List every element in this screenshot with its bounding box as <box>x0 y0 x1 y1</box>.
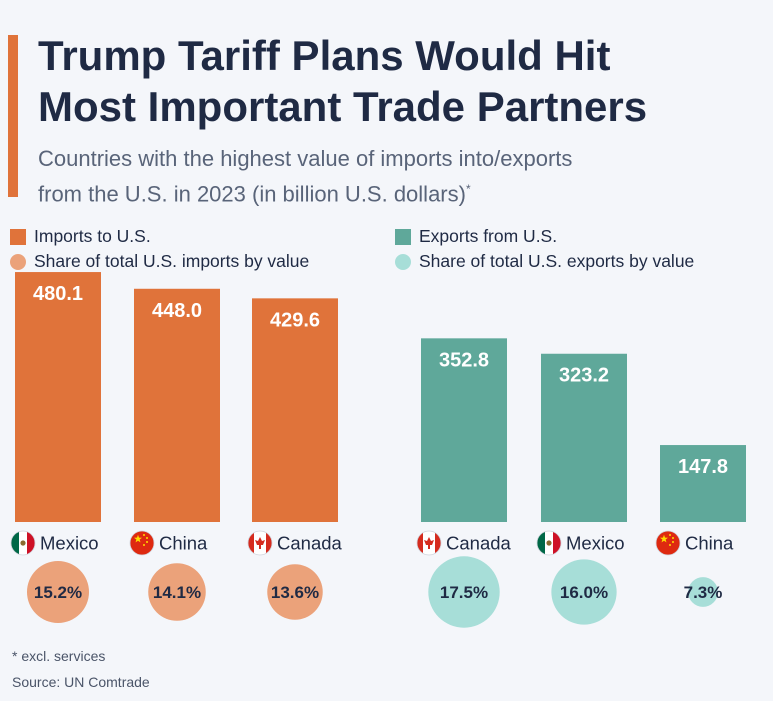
china-flag-icon-0-1-ring <box>129 530 155 556</box>
imports-value-label: 480.1 <box>33 283 83 305</box>
imports-share-label: 14.1% <box>153 583 201 602</box>
exports-country-label: Canada <box>446 533 512 554</box>
exports-bar-mexico <box>541 353 627 522</box>
canada-flag-icon-0-2 <box>248 531 272 555</box>
imports-group-mexico: 480.1 Mexico 15.2% <box>10 272 101 624</box>
china-flag-small-star <box>669 534 671 536</box>
china-flag-small-star <box>672 537 674 539</box>
china-flag-small-star <box>143 534 145 536</box>
mexico-flag-emblem <box>546 540 552 546</box>
legend-exports-share-label: Share of total U.S. exports by value <box>419 251 695 271</box>
legend-item-imports: Imports to U.S. <box>10 224 309 249</box>
title-line-2: Most Important Trade Partners <box>38 83 648 130</box>
mexico-flag-icon-0-0-ring <box>10 530 36 556</box>
exports-group-canada: 352.8 Canada 17.5% <box>416 338 512 628</box>
imports-share-circle <box>148 563 206 621</box>
exports-share-circle <box>551 559 617 625</box>
mexico-flag-green <box>537 531 545 555</box>
title-line-1: Trump Tariff Plans Would Hit <box>38 32 611 79</box>
imports-share-swatch <box>10 253 26 270</box>
canada-flag-icon-1-0-ring <box>416 530 442 556</box>
accent-bar <box>8 35 18 197</box>
legend-imports-share-label: Share of total U.S. imports by value <box>34 251 310 271</box>
mexico-flag-icon-1-1 <box>537 531 561 555</box>
canada-flag-right-band <box>435 531 441 555</box>
exports-share-swatch <box>395 253 411 270</box>
canada-flag-icon-0-2-ring <box>247 530 273 556</box>
subtitle-line-1: Countries with the highest value of impo… <box>38 146 573 171</box>
imports-swatch <box>10 228 26 245</box>
imports-group-china: 448.0 China 14.1% <box>129 288 220 621</box>
imports-value-label: 429.6 <box>270 309 320 331</box>
imports-country-label: Mexico <box>40 533 99 554</box>
imports-share-label: 13.6% <box>271 583 319 602</box>
imports-group-canada: 429.6 Canada 13.6% <box>247 298 343 620</box>
exports-share-label: 17.5% <box>440 583 488 602</box>
imports-bar-china <box>134 288 220 522</box>
imports-share-circle <box>26 560 90 624</box>
china-flag-small-star <box>146 541 148 543</box>
legend-imports-label: Imports to U.S. <box>34 226 151 246</box>
china-flag-small-star <box>146 537 148 539</box>
imports-country-label: Canada <box>277 533 343 554</box>
exports-country-label: Mexico <box>566 533 625 554</box>
canada-flag-leaf <box>255 537 265 549</box>
legend-exports-label: Exports from U.S. <box>419 226 558 246</box>
canada-flag-left-band <box>248 531 254 555</box>
canada-flag-icon-1-0 <box>417 531 441 555</box>
imports-country-label: China <box>159 533 208 554</box>
subtitle-line-2-text: from the U.S. in 2023 (in billion U.S. d… <box>38 181 466 207</box>
china-flag-icon-1-2 <box>656 531 680 555</box>
mexico-flag-green <box>11 531 19 555</box>
china-flag-icon-1-2-ring <box>655 530 681 556</box>
chart-title: Trump Tariff Plans Would Hit Most Import… <box>38 30 763 132</box>
imports-share-circle <box>267 564 323 620</box>
imports-bar-mexico <box>15 272 101 522</box>
exports-share-label: 7.3% <box>684 583 723 602</box>
imports-bar-canada <box>252 298 338 522</box>
exports-value-label: 323.2 <box>559 365 609 387</box>
exports-country-label: China <box>685 533 734 554</box>
mexico-flag-red <box>553 531 561 555</box>
source: Source: UN Comtrade <box>12 674 150 690</box>
china-flag-star <box>660 534 668 543</box>
mexico-flag-icon-0-0 <box>11 531 35 555</box>
china-flag-small-star <box>143 544 145 546</box>
china-flag-field <box>656 531 680 555</box>
china-flag-small-star <box>672 541 674 543</box>
exports-swatch <box>395 228 411 245</box>
legend-item-imports-share: Share of total U.S. imports by value <box>10 249 309 274</box>
legend-item-exports: Exports from U.S. <box>395 224 694 249</box>
exports-group-china: 147.8 China 7.3% <box>655 445 746 607</box>
china-flag-small-star <box>669 544 671 546</box>
exports-share-label: 16.0% <box>560 583 608 602</box>
imports-share-label: 15.2% <box>34 583 82 602</box>
china-flag-icon-0-1 <box>130 531 154 555</box>
legend-item-exports-share: Share of total U.S. exports by value <box>395 249 694 274</box>
canada-flag-left-band <box>417 531 423 555</box>
mexico-flag-icon-1-1-ring <box>536 530 562 556</box>
canada-flag-leaf <box>424 537 434 549</box>
exports-bar-canada <box>421 338 507 522</box>
canada-flag-right-band <box>266 531 272 555</box>
imports-value-label: 448.0 <box>152 300 202 322</box>
exports-group-mexico: 323.2 Mexico 16.0% <box>536 353 627 625</box>
exports-legend: Exports from U.S. Share of total U.S. ex… <box>395 224 694 274</box>
imports-legend: Imports to U.S. Share of total U.S. impo… <box>10 224 309 274</box>
exports-value-label: 352.8 <box>439 349 489 371</box>
mexico-flag-red <box>27 531 35 555</box>
china-flag-star <box>134 534 142 543</box>
subtitle-line-2: from the U.S. in 2023 (in billion U.S. d… <box>38 174 758 209</box>
trade-bar-charts: 480.1 Mexico 15.2% 448.0 China 14.1% 429.6 Cana… <box>10 272 746 628</box>
mexico-flag-emblem <box>20 540 26 546</box>
exports-value-label: 147.8 <box>678 456 728 478</box>
footnote: * excl. services <box>12 648 106 664</box>
exports-share-circle <box>688 577 718 607</box>
exports-bar-china <box>660 445 746 522</box>
chart-subtitle: Countries with the highest value of impo… <box>38 144 758 209</box>
footnote-mark: * <box>465 182 471 196</box>
exports-share-circle <box>428 556 500 628</box>
china-flag-field <box>130 531 154 555</box>
